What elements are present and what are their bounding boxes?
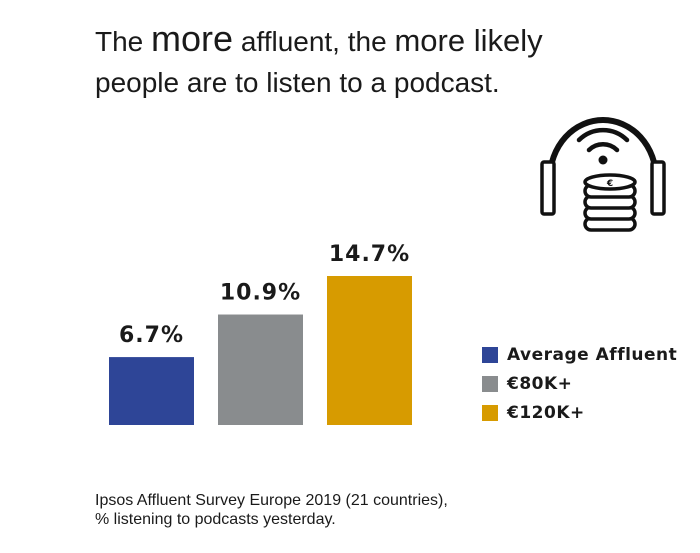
legend-swatch [482, 346, 498, 363]
bar-value-label: 6.7% [119, 323, 184, 348]
legend-label: Average Affluent [507, 344, 678, 365]
legend-label: €80K+ [507, 373, 573, 394]
bar-value-label: 14.7% [329, 242, 410, 267]
title-line-2: people are to listen to a podcast. [95, 67, 500, 98]
headphones-coins-icon: € [538, 100, 668, 240]
bar [109, 357, 194, 425]
bar [218, 314, 303, 425]
svg-text:€: € [606, 179, 613, 189]
chart-title: The more affluent, the more likely peopl… [95, 18, 655, 103]
bar [327, 276, 412, 425]
bar-value-label: 10.9% [220, 281, 301, 306]
source-note: Ipsos Affluent Survey Europe 2019 (21 co… [95, 491, 448, 529]
title-word-more-likely: more likely [394, 23, 543, 58]
legend-label: €120K+ [507, 402, 585, 423]
source-line-2: % listening to podcasts yesterday. [95, 511, 336, 528]
legend-swatch [482, 375, 498, 392]
legend-item: €120K+ [482, 398, 677, 427]
legend-item: Average Affluent [482, 340, 677, 369]
source-line-1: Ipsos Affluent Survey Europe 2019 (21 co… [95, 492, 448, 509]
legend-swatch [482, 404, 498, 421]
legend-item: €80K+ [482, 369, 677, 398]
title-word-affluent: affluent, the [240, 26, 387, 57]
chart-legend: Average Affluent €80K+ €120K+ [482, 340, 677, 427]
title-word-the: The [95, 26, 144, 57]
title-word-more: more [151, 18, 234, 59]
